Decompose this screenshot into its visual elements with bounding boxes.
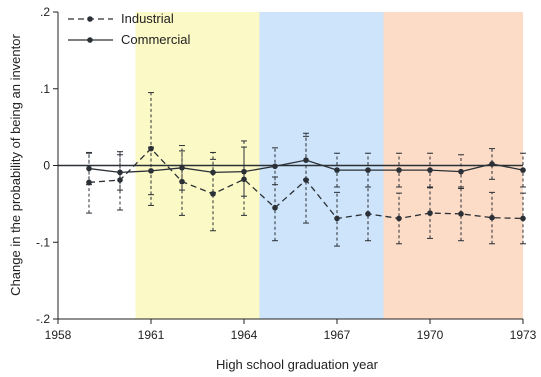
y-tick-label-2: 0 — [43, 159, 50, 173]
legend-marker-industrial — [87, 16, 93, 22]
y-axis-title: Change in the probability of being an in… — [8, 34, 23, 296]
point-commercial-1973 — [520, 167, 526, 173]
point-commercial-1959 — [86, 165, 92, 172]
point-industrial-1966 — [303, 177, 309, 183]
point-commercial-1972 — [489, 161, 495, 167]
point-commercial-1964 — [241, 168, 247, 175]
errorbar-industrial-1969 — [396, 192, 402, 245]
errorbar-industrial-1964 — [241, 140, 247, 216]
x-tick-label-1967: 1967 — [324, 328, 351, 342]
x-tick-label-1958: 1958 — [45, 328, 72, 342]
point-commercial-1961 — [148, 168, 154, 174]
point-industrial-1965 — [272, 204, 278, 211]
point-industrial-1961 — [148, 145, 154, 152]
series-points — [86, 145, 526, 222]
errorbar-industrial-1972 — [489, 191, 495, 245]
point-commercial-1960 — [117, 169, 123, 176]
point-commercial-1966 — [303, 157, 309, 163]
x-tick-label-1970: 1970 — [417, 328, 444, 342]
point-industrial-1970 — [427, 210, 433, 216]
legend-item-industrial: Industrial — [68, 11, 174, 26]
errorbar-industrial-1973 — [520, 192, 526, 245]
point-commercial-1970 — [427, 167, 433, 173]
point-commercial-1962 — [179, 165, 185, 171]
point-commercial-1967 — [334, 167, 340, 173]
legend-label-industrial: Industrial — [121, 11, 174, 26]
x-tick-label-1973: 1973 — [510, 328, 537, 342]
legend: Industrial Commercial — [68, 11, 190, 47]
point-industrial-1969 — [396, 215, 402, 222]
legend-item-commercial: Commercial — [68, 32, 190, 47]
y-tick-label-1: .1 — [40, 82, 50, 96]
point-industrial-1968 — [365, 211, 371, 217]
legend-label-commercial: Commercial — [121, 32, 190, 47]
errorbar-industrial-1970 — [427, 187, 433, 239]
errorbar-commercial-1972 — [489, 148, 495, 180]
x-axis-title: High school graduation year — [216, 357, 379, 372]
point-industrial-1963 — [210, 191, 216, 197]
tick-labels: 1958 1961 1964 1967 1970 1973 .2 .1 0 -.1 -.2 — [36, 5, 537, 342]
point-commercial-1968 — [365, 167, 371, 173]
point-industrial-1973 — [520, 215, 526, 222]
point-commercial-1971 — [458, 168, 464, 175]
point-industrial-1972 — [489, 214, 495, 221]
point-commercial-1963 — [210, 169, 216, 176]
y-tick-label-4: -.2 — [36, 312, 50, 326]
point-industrial-1971 — [458, 211, 464, 217]
point-industrial-1967 — [334, 215, 340, 222]
point-industrial-1960 — [117, 177, 123, 183]
x-tick-label-1961: 1961 — [138, 328, 165, 342]
errorbar-industrial-1967 — [334, 191, 340, 247]
point-industrial-1962 — [179, 178, 185, 185]
y-tick-label-3: -.1 — [36, 235, 50, 249]
point-industrial-1959 — [86, 179, 92, 186]
axes — [53, 11, 524, 324]
x-tick-label-1964: 1964 — [231, 328, 258, 342]
y-tick-label-0: .2 — [40, 5, 50, 19]
legend-marker-commercial — [87, 37, 93, 43]
point-industrial-1964 — [241, 176, 247, 183]
point-commercial-1969 — [396, 167, 402, 173]
point-commercial-1965 — [272, 163, 278, 170]
